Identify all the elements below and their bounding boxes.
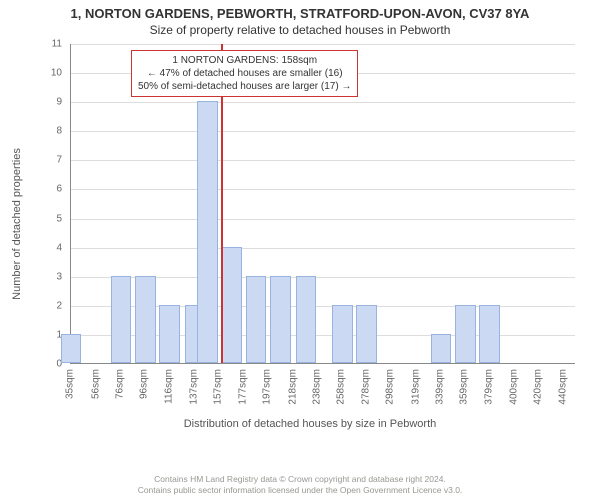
histogram-bar [246, 276, 267, 363]
histogram-bar [332, 305, 353, 363]
footer-line2: Contains public sector information licen… [0, 485, 600, 496]
x-tick: 218sqm [287, 369, 298, 405]
histogram-bar [479, 305, 500, 363]
gridline [71, 131, 575, 132]
annotation-line: 50% of semi-detached houses are larger (… [138, 80, 351, 93]
y-tick: 9 [42, 97, 62, 108]
title-address: 1, NORTON GARDENS, PEBWORTH, STRATFORD-U… [0, 0, 600, 21]
x-tick: 278sqm [360, 369, 371, 405]
annotation-line: ← 47% of detached houses are smaller (16… [138, 67, 351, 80]
x-tick: 197sqm [262, 369, 273, 405]
y-tick: 0 [42, 359, 62, 370]
gridline [71, 189, 575, 190]
x-tick: 359sqm [459, 369, 470, 405]
y-tick: 1 [42, 329, 62, 340]
histogram-bar [135, 276, 156, 363]
annotation-line: 1 NORTON GARDENS: 158sqm [138, 54, 351, 67]
y-axis-label: Number of detached properties [11, 148, 23, 300]
histogram-bar [197, 101, 218, 363]
histogram-bar [111, 276, 132, 363]
histogram-bar [270, 276, 291, 363]
y-tick: 5 [42, 213, 62, 224]
histogram-bar [159, 305, 180, 363]
gridline [71, 160, 575, 161]
histogram-bar [296, 276, 317, 363]
histogram-bar [221, 247, 242, 363]
x-tick: 116sqm [163, 369, 174, 404]
y-tick: 2 [42, 300, 62, 311]
x-axis-label: Distribution of detached houses by size … [45, 418, 575, 430]
y-tick: 8 [42, 126, 62, 137]
x-tick: 137sqm [189, 369, 200, 405]
title-subtitle: Size of property relative to detached ho… [0, 21, 600, 37]
y-tick: 4 [42, 242, 62, 253]
gridline [71, 219, 575, 220]
x-tick: 298sqm [385, 369, 396, 405]
footer-line1: Contains HM Land Registry data © Crown c… [0, 474, 600, 485]
x-tick: 339sqm [434, 369, 445, 405]
y-tick: 10 [42, 68, 62, 79]
gridline [71, 44, 575, 45]
x-tick: 56sqm [90, 369, 101, 399]
x-tick: 440sqm [557, 369, 568, 405]
x-tick: 379sqm [483, 369, 494, 405]
y-tick: 11 [42, 39, 62, 50]
x-tick: 76sqm [114, 369, 125, 399]
plot-area: 012345678910111 NORTON GARDENS: 158sqm← … [70, 44, 575, 364]
gridline [71, 248, 575, 249]
x-tick: 319sqm [410, 369, 421, 405]
x-tick: 420sqm [533, 369, 544, 405]
x-tick: 177sqm [237, 369, 248, 405]
x-tick: 96sqm [139, 369, 150, 399]
x-tick: 258sqm [336, 369, 347, 405]
y-tick: 6 [42, 184, 62, 195]
x-tick: 157sqm [213, 369, 224, 405]
histogram-bar [455, 305, 476, 363]
annotation-box: 1 NORTON GARDENS: 158sqm← 47% of detache… [131, 50, 358, 97]
chart-container: Number of detached properties 0123456789… [45, 44, 575, 404]
x-tick: 238sqm [312, 369, 323, 405]
x-tick: 35sqm [65, 369, 76, 399]
footer-attribution: Contains HM Land Registry data © Crown c… [0, 474, 600, 496]
histogram-bar [431, 334, 452, 363]
histogram-bar [61, 334, 82, 363]
x-tick: 400sqm [509, 369, 520, 405]
y-tick: 7 [42, 155, 62, 166]
gridline [71, 102, 575, 103]
y-tick: 3 [42, 271, 62, 282]
histogram-bar [356, 305, 377, 363]
